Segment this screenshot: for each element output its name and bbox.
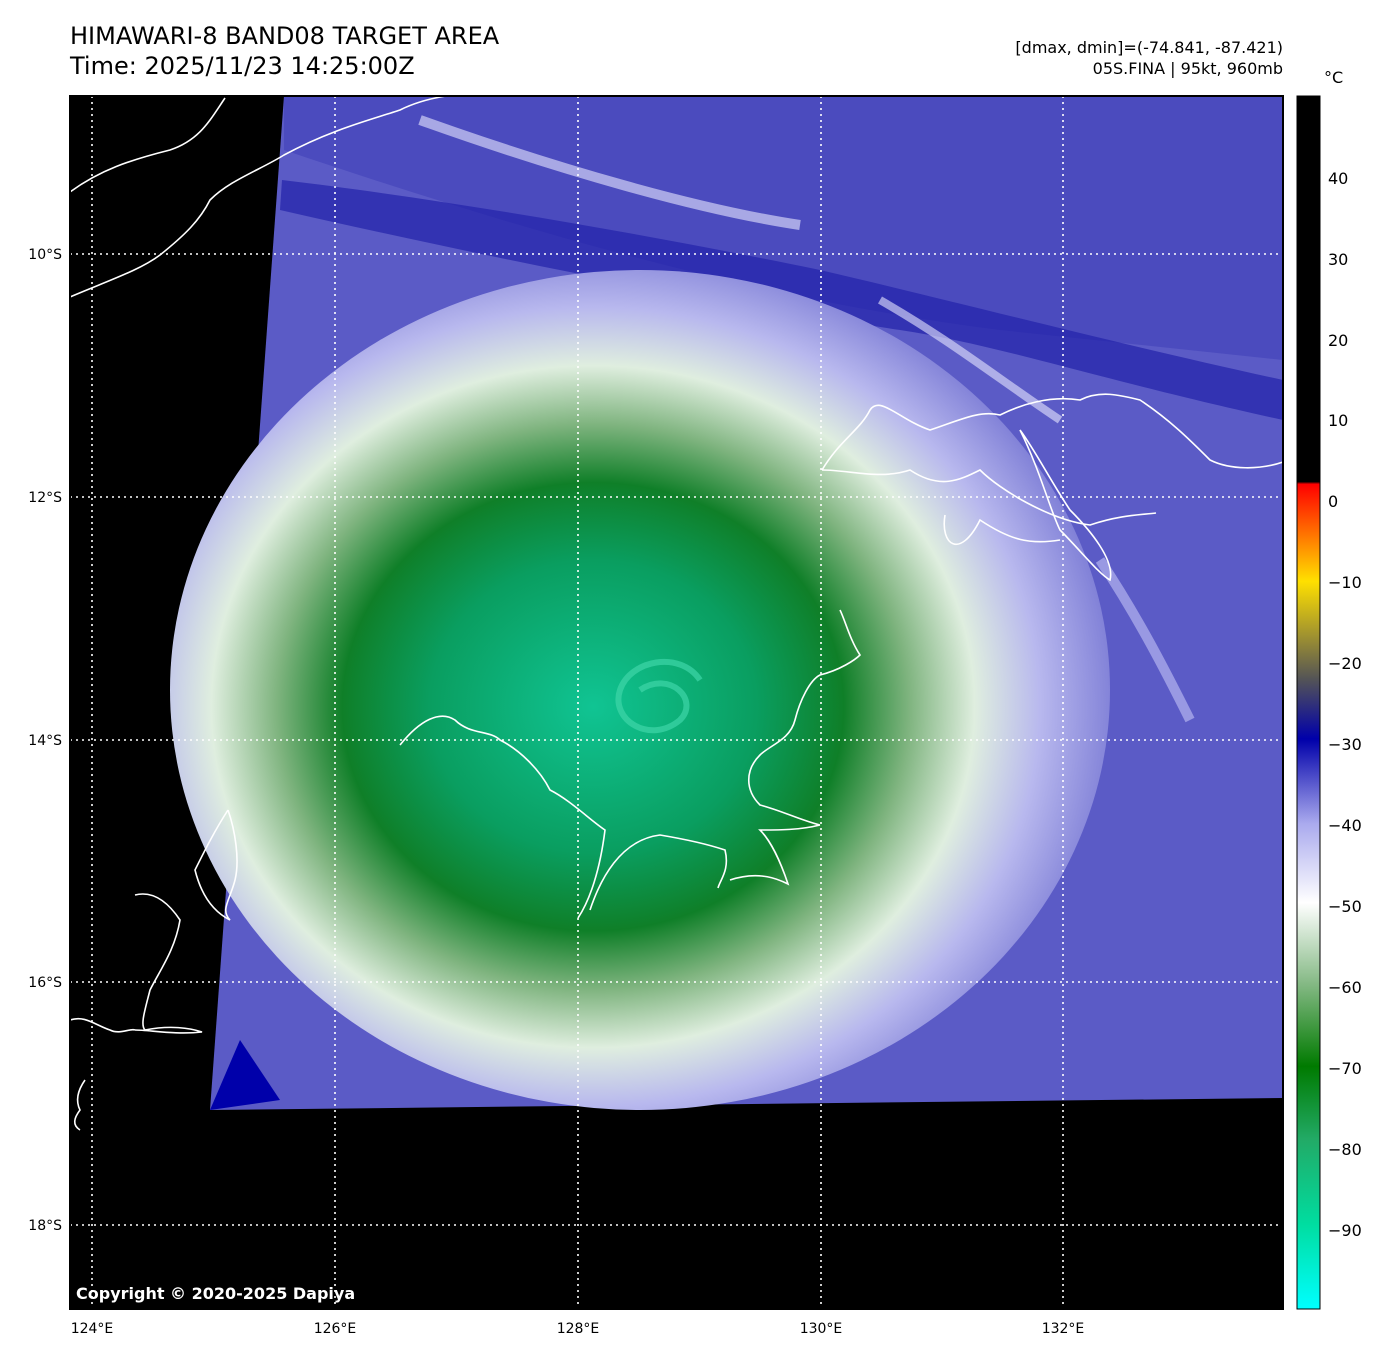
- colorbar-tick: 40: [1328, 169, 1348, 188]
- colorbar-tick: 0: [1328, 492, 1338, 511]
- colorbar-tick: −60: [1328, 978, 1362, 997]
- lower-left-cold-area: [210, 1040, 280, 1110]
- coastline: [70, 1017, 136, 1033]
- storm-eye: [615, 659, 703, 734]
- lat-tick-label: 16°S: [28, 975, 62, 991]
- coastline: [589, 834, 728, 911]
- colorbar-tick: −70: [1328, 1059, 1362, 1078]
- cirrus-streak: [418, 115, 801, 230]
- lat-tick-label: 12°S: [28, 490, 62, 506]
- storm-info: 05S.FINA | 95kt, 960mb: [1092, 59, 1283, 78]
- colorbar-tick: −30: [1328, 735, 1362, 754]
- lat-tick-label: 14°S: [28, 733, 62, 749]
- colorbar-tick: −50: [1328, 897, 1362, 916]
- coastline: [70, 97, 226, 193]
- coastline: [821, 393, 1283, 471]
- coastline: [134, 893, 203, 1034]
- colorbar-tick: −90: [1328, 1221, 1362, 1240]
- copyright-text: Copyright © 2020-2025 Dapiya: [76, 1284, 356, 1303]
- colorbar-tick: −40: [1328, 816, 1362, 835]
- lon-tick-label: 126°E: [314, 1321, 357, 1337]
- timestamp: Time: 2025/11/23 14:25:00Z: [70, 52, 415, 80]
- lat-tick-label: 18°S: [28, 1218, 62, 1234]
- colorbar-tick: −10: [1328, 573, 1362, 592]
- coastline: [73, 1079, 86, 1131]
- lat-tick-label: 10°S: [28, 247, 62, 263]
- colorbar-tick: −80: [1328, 1140, 1362, 1159]
- colorbar: [1296, 95, 1321, 1310]
- gridlines: [70, 96, 1283, 1309]
- coastline: [194, 809, 238, 921]
- coastline: [70, 96, 447, 298]
- lon-tick-label: 124°E: [71, 1321, 114, 1337]
- cirrus-streak: [878, 296, 1063, 424]
- colorbar-tick: 10: [1328, 411, 1348, 430]
- coastline: [821, 469, 1157, 526]
- lon-tick-label: 128°E: [557, 1321, 600, 1337]
- lon-tick-label: 130°E: [800, 1321, 843, 1337]
- colorbar-tick: 20: [1328, 331, 1348, 350]
- coastline: [729, 824, 821, 886]
- colorbar-tick: 30: [1328, 250, 1348, 269]
- colorbar-tick: −20: [1328, 654, 1362, 673]
- coastlines: [70, 96, 1283, 1131]
- coastline: [747, 609, 862, 826]
- chart-title: HIMAWARI-8 BAND08 TARGET AREA: [70, 22, 500, 50]
- temperature-range: [dmax, dmin]=(-74.841, -87.421): [1015, 38, 1283, 57]
- island-coastline: [1019, 429, 1112, 582]
- cirrus-streak: [1095, 557, 1195, 723]
- coastline: [943, 514, 1061, 546]
- coastline: [399, 715, 606, 919]
- map-frame: [69, 95, 1284, 1310]
- lon-tick-label: 132°E: [1042, 1321, 1085, 1337]
- colorbar-unit: °C: [1324, 68, 1344, 87]
